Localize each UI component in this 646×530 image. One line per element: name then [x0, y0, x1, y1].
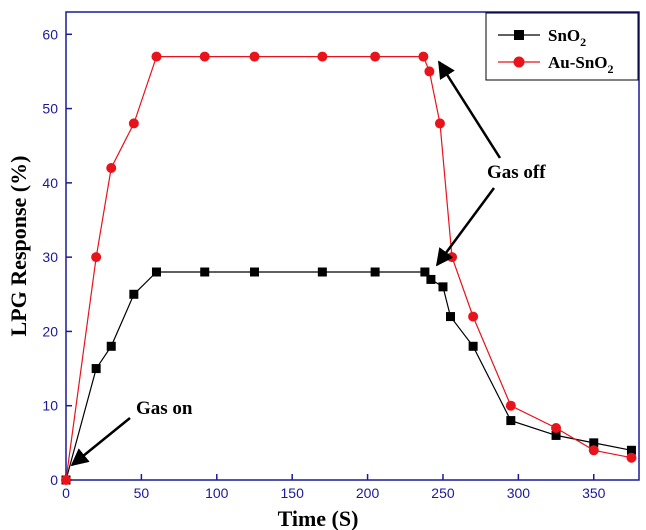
y-tick-label: 10: [42, 398, 58, 414]
data-point-sno2: [107, 342, 116, 351]
legend-label-sno2-text: SnO: [548, 26, 580, 45]
legend-label-au-sno2-text: Au-SnO: [548, 53, 608, 72]
x-tick-label: 150: [281, 485, 305, 501]
data-point-au-sno2: [370, 52, 380, 62]
y-tick-label: 20: [42, 323, 58, 339]
data-point-au-sno2: [435, 118, 445, 128]
legend: SnO2 Au-SnO2: [486, 13, 638, 80]
data-point-sno2: [446, 312, 455, 321]
x-tick-label: 350: [582, 485, 606, 501]
data-point-au-sno2: [424, 66, 434, 76]
series-line-sno2: [66, 272, 632, 480]
data-point-au-sno2: [418, 52, 428, 62]
annotations: Gas off Gas on: [72, 62, 546, 465]
data-point-au-sno2: [91, 252, 101, 262]
data-point-au-sno2: [200, 52, 210, 62]
x-tick-label: 100: [205, 485, 229, 501]
y-tick-label: 50: [42, 101, 58, 117]
x-tick-label: 50: [134, 485, 150, 501]
x-tick-label: 200: [356, 485, 380, 501]
y-axis-title: LPG Response (%): [6, 156, 31, 337]
gas-off-arrow-lower: [437, 188, 494, 265]
data-point-au-sno2: [249, 52, 259, 62]
data-point-au-sno2: [551, 423, 561, 433]
y-axis-ticks: 0 10 20 30 40 50 60: [42, 26, 72, 488]
data-point-sno2: [129, 290, 138, 299]
data-point-sno2: [371, 268, 380, 277]
y-tick-label: 40: [42, 175, 58, 191]
x-tick-label: 300: [507, 485, 531, 501]
series-layer: [61, 52, 636, 485]
data-point-au-sno2: [106, 163, 116, 173]
legend-label-au-sno2-subscript: 2: [608, 62, 614, 76]
legend-label-sno2-subscript: 2: [580, 35, 586, 49]
data-point-sno2: [92, 364, 101, 373]
data-point-au-sno2: [447, 252, 457, 262]
data-point-au-sno2: [317, 52, 327, 62]
data-point-au-sno2: [61, 475, 71, 485]
data-point-au-sno2: [626, 453, 636, 463]
legend-marker-au-sno2: [514, 57, 525, 68]
data-point-sno2: [152, 268, 161, 277]
y-tick-label: 60: [42, 26, 58, 42]
x-axis-ticks: 0 50 100 150 200 250 300 350: [62, 474, 606, 501]
data-point-au-sno2: [468, 312, 478, 322]
data-point-sno2: [426, 275, 435, 284]
x-tick-label: 0: [62, 485, 70, 501]
data-point-au-sno2: [151, 52, 161, 62]
legend-marker-sno2: [514, 30, 524, 40]
data-point-sno2: [438, 282, 447, 291]
y-tick-label: 30: [42, 249, 58, 265]
data-point-au-sno2: [589, 445, 599, 455]
x-axis-title: Time (S): [278, 506, 359, 530]
data-point-sno2: [318, 268, 327, 277]
data-point-sno2: [250, 268, 259, 277]
x-tick-label: 250: [431, 485, 455, 501]
data-point-au-sno2: [129, 118, 139, 128]
data-point-au-sno2: [506, 401, 516, 411]
data-point-sno2: [469, 342, 478, 351]
y-tick-label: 0: [50, 472, 58, 488]
data-point-sno2: [506, 416, 515, 425]
data-point-sno2: [200, 268, 209, 277]
annotation-gas-on: Gas on: [136, 398, 193, 419]
annotation-gas-off: Gas off: [487, 162, 546, 183]
